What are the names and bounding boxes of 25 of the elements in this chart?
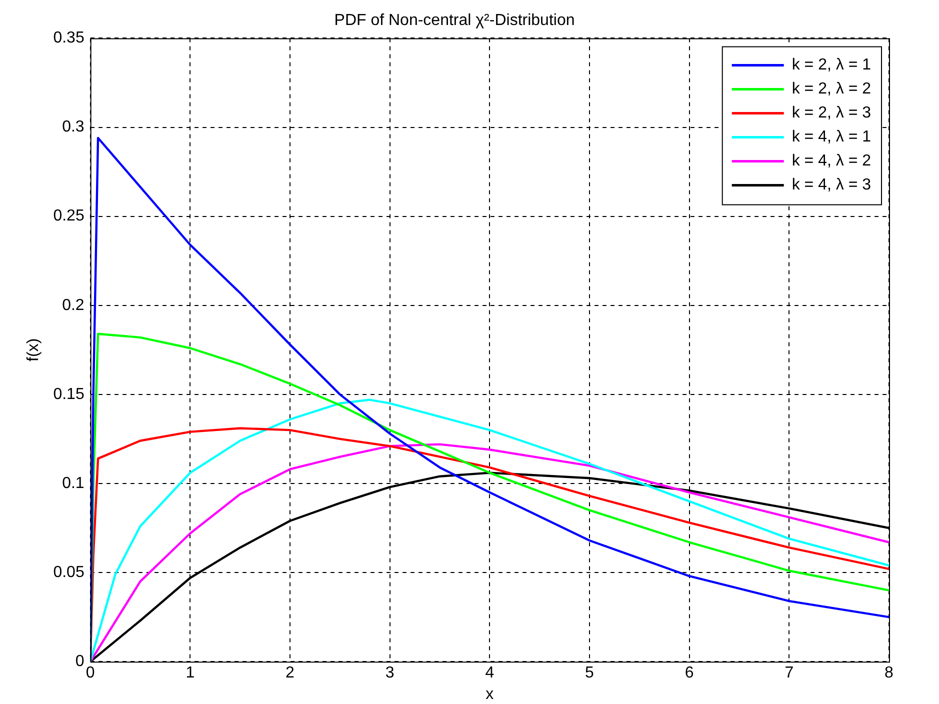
y-tick-label: 0.1 xyxy=(62,474,84,492)
y-tick-label: 0.2 xyxy=(62,296,84,314)
legend-label: k = 4, λ = 2 xyxy=(792,152,872,170)
legend-label: k = 2, λ = 2 xyxy=(792,80,872,98)
legend-label: k = 4, λ = 3 xyxy=(792,176,872,194)
y-tick-label: 0.3 xyxy=(62,118,84,136)
x-tick-label: 7 xyxy=(784,664,794,682)
legend-label: k = 2, λ = 3 xyxy=(792,104,872,122)
x-tick-label: 2 xyxy=(286,664,295,682)
x-tick-label: 1 xyxy=(186,664,195,682)
x-axis-title: x xyxy=(486,686,494,703)
y-tick-label: 0.05 xyxy=(53,564,84,581)
y-tick-label: 0 xyxy=(75,653,84,670)
x-tick-label: 3 xyxy=(385,664,394,682)
y-axis-title: f(x) xyxy=(25,338,42,362)
legend-label: k = 2, λ = 1 xyxy=(792,56,872,74)
x-tick-label: 6 xyxy=(684,664,694,682)
x-tick-label: 8 xyxy=(884,664,894,682)
x-tick-label: 5 xyxy=(585,664,594,682)
legend-label: k = 4, λ = 1 xyxy=(792,128,872,146)
y-tick-label: 0.25 xyxy=(53,208,84,225)
y-tick-label: 0.15 xyxy=(53,386,84,403)
x-tick-label: 4 xyxy=(485,664,494,682)
chart-title: PDF of Non-central χ²-Distribution xyxy=(334,12,575,30)
y-tick-label: 0.35 xyxy=(53,30,84,47)
